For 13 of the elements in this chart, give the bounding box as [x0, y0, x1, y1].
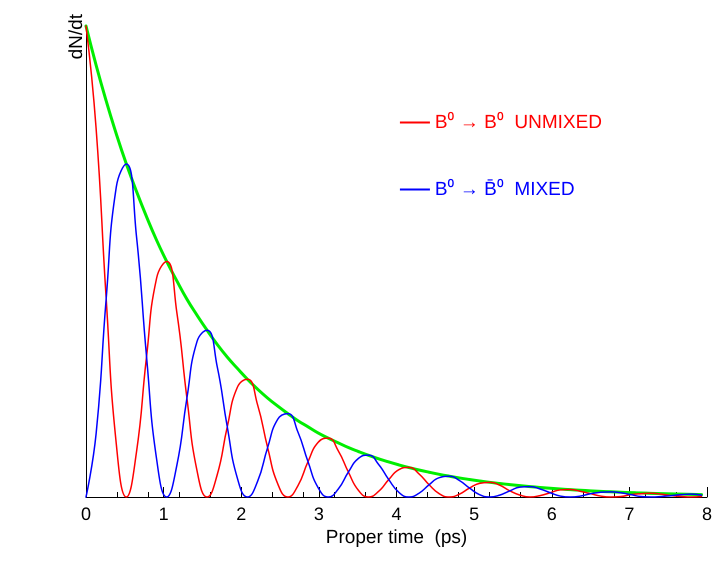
x-tick-label: 6 [546, 504, 557, 524]
x-tick-label: 0 [80, 504, 92, 524]
legend-label: B⁰ → B⁰ UNMIXED [434, 111, 602, 133]
x-tick-label: 2 [236, 504, 246, 524]
x-tick-label: 7 [624, 504, 634, 524]
x-axis-title: Proper time (ps) [326, 526, 468, 548]
x-tick-label: 8 [702, 504, 712, 524]
x-tick-label: 3 [314, 504, 324, 524]
legend-label: B⁰ → B̄⁰ MIXED [434, 178, 575, 200]
x-tick-label: 1 [158, 504, 169, 524]
x-tick-label: 4 [391, 504, 402, 524]
x-tick-label: 5 [469, 504, 480, 524]
y-axis-title: dN/dt [66, 13, 87, 60]
